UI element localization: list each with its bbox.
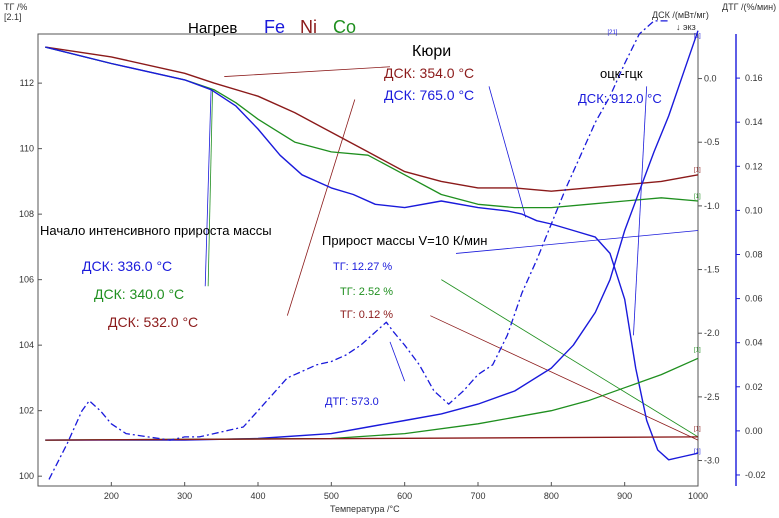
annot-tg-012: ТГ: 0.12 % [340,309,393,321]
annot-dsk-340: ДСК: 340.0 °C [94,286,184,302]
y-label-tg: ТГ /% [4,2,27,12]
series-line [45,30,699,441]
leader-line [488,86,527,218]
leader-line [430,315,699,441]
y-ticks-dsc: 0.0 -0.5 -1.0 -1.5 -2.0 -2.5 -3.0 [698,74,720,466]
y-label-dtg: ДТГ /(%/мин) [722,2,776,12]
y-label-dsc: ДСК /(мВт/мг) [652,10,709,20]
y-tick-label-dsc: 0.0 [704,74,717,84]
legend-ni: Ni [300,17,317,37]
series-line [45,46,699,461]
annot-dsk-912: ДСК: 912.0 °C [578,91,662,106]
y-tick-label-dtg: -0.02 [745,470,766,480]
x-tick-label: 200 [104,491,119,501]
curve-marker-label: [1] [694,348,701,354]
leader-line [441,279,699,438]
annot-dsk-354: ДСК: 354.0 °C [384,65,474,81]
annot-otsk-gtsk: оцк-гцк [600,66,643,81]
leader-line [389,341,406,382]
y-tick-label-tg: 102 [19,406,34,416]
leader-line [204,89,212,287]
curve-marker-label: [1] [694,33,701,39]
x-tick-label: 500 [324,491,339,501]
curve-marker-label: [1] [694,449,701,455]
annot-nachalo: Начало интенсивного прироста массы [40,223,272,238]
x-tick-label: 600 [397,491,412,501]
x-tick-label: 900 [617,491,632,501]
leader-line [224,66,391,77]
curve-marker-label: [1] [694,168,701,174]
annotation-leader-lines [204,66,699,441]
annot-dsk-336: ДСК: 336.0 °C [82,258,172,274]
annot-prirost: Прирост массы V=10 К/мин [322,233,487,248]
legend-co: Co [333,17,356,37]
y-tick-label-dsc: -2.5 [704,392,720,402]
curve-marker-label: [1] [694,426,701,432]
annot-dsk-765: ДСК: 765.0 °C [384,87,474,103]
y-tick-label-dsc: -1.0 [704,201,720,211]
y-tick-label-tg: 112 [20,78,34,88]
curve-marker-label: [1] [694,194,701,200]
y-label-tg-sub: [2.1] [4,12,22,22]
y-tick-label-tg: 104 [19,340,34,350]
series-line [45,46,699,209]
x-label: Температура /°С [330,504,400,514]
leader-line [633,86,648,336]
leader-line [455,230,699,254]
y-tick-label-tg: 106 [19,275,34,285]
y-ticks-tg: 100 102 104 106 108 110 112 [19,78,42,481]
x-ticks: 200 300 400 500 600 700 800 900 1000 [104,482,708,501]
series-line [45,436,699,441]
y-tick-label-tg: 110 [20,144,34,154]
y-tick-label-tg: 100 [19,471,34,481]
y-tick-label-dtg: 0.04 [745,338,763,348]
x-tick-label: 400 [250,491,265,501]
series-group [45,20,699,480]
legend-fe: Fe [264,17,285,37]
annot-dtg-573: ДТГ: 573.0 [325,396,379,408]
x-tick-label: 300 [177,491,192,501]
chart-title: Нагрев [188,20,237,37]
leader-line [286,99,356,316]
y-label-dsc-sub: ↓ экз [676,22,696,32]
y-tick-label-dsc: -1.5 [704,265,720,275]
curve-marker-label: [21] [607,30,617,36]
series-line [48,20,669,480]
y-tick-label-dtg: 0.08 [745,249,763,259]
x-tick-label: 700 [470,491,485,501]
annot-dsk-532: ДСК: 532.0 °C [108,314,198,330]
y-ticks-dtg: 0.16 0.14 0.12 0.10 0.08 0.06 0.04 0.02 0.00 -0.0… [736,73,766,480]
series-line [45,46,699,192]
y-tick-label-dtg: 0.12 [745,161,763,171]
y-tick-label-tg: 108 [19,209,34,219]
annot-tg-252: ТГ: 2.52 % [340,286,393,298]
curve-end-markers: [1] [1] [1] [1] [1] [1] [21] [607,30,701,455]
y-tick-label-dtg: 0.10 [745,205,763,215]
y-tick-label-dsc: -0.5 [704,137,720,147]
y-tick-label-dtg: 0.06 [745,294,763,304]
y-tick-label-dtg: 0.02 [745,382,763,392]
annot-kyuri: Кюри [412,43,451,60]
series-line [45,357,699,441]
y-tick-label-dsc: -3.0 [704,456,720,466]
x-tick-label: 800 [544,491,559,501]
y-tick-label-dtg: 0.14 [745,117,763,127]
annot-tg-1227: ТГ: 12.27 % [333,261,392,273]
y-tick-label-dtg: 0.16 [745,73,763,83]
leader-line [207,89,213,287]
y-tick-label-dsc: -2.0 [704,328,720,338]
x-tick-label: 1000 [688,491,708,501]
y-tick-label-dtg: 0.00 [745,426,763,436]
